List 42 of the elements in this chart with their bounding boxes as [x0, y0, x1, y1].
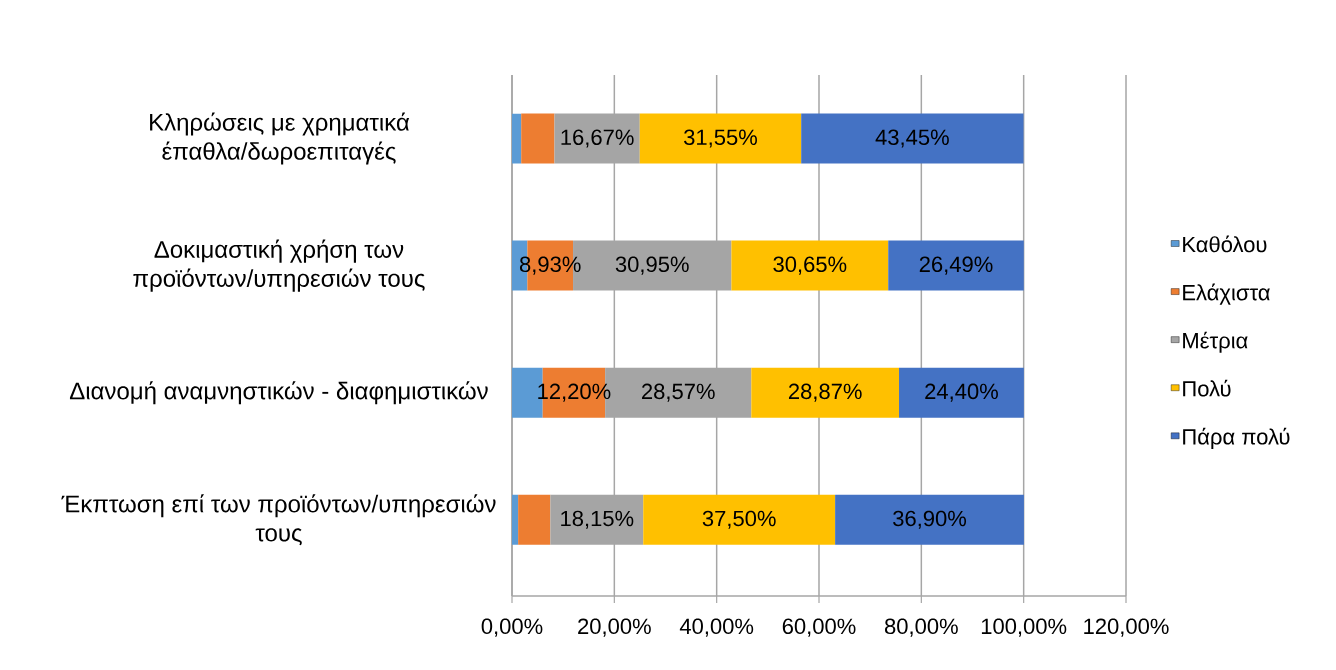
x-tick-label: 60,00% [782, 618, 856, 637]
data-label: 30,65% [773, 256, 847, 275]
bar [512, 113, 522, 164]
bar [835, 494, 1024, 545]
x-tick-label: 40,00% [679, 618, 754, 637]
data-label: 43,45% [875, 129, 949, 148]
x-tick-label: 80,00% [884, 618, 958, 637]
data-label: 28,57% [642, 383, 715, 402]
bar [899, 367, 1024, 418]
bar [550, 494, 644, 545]
bar [512, 494, 519, 545]
data-label: 31,55% [684, 129, 757, 148]
data-label: 30,95% [615, 256, 689, 275]
data-label: 28,87% [788, 383, 862, 402]
x-tick-label: 120,00% [1084, 618, 1169, 637]
y-tick-label: Έκπτωση επί των προϊόντων/υπηρεσιών τους [61, 494, 496, 546]
bar [521, 113, 555, 164]
x-tick-label: 20,00% [578, 618, 651, 637]
legend-label: Ελάχιστα [1183, 283, 1270, 305]
bar [643, 494, 836, 545]
data-label: 18,15% [561, 510, 634, 529]
x-tick-label: 100,00% [981, 618, 1067, 637]
bar [731, 240, 889, 291]
y-tick-label: Δοκιμαστική χρήση των προϊόντων/υπηρεσιών τους [133, 239, 425, 292]
data-label: 37,50% [702, 510, 776, 529]
legend-label: Πολύ [1183, 379, 1231, 397]
bar [639, 113, 802, 164]
data-label: 36,90% [893, 510, 967, 529]
y-tick-label: Διανομή αναμνηστικών - διαφημιστικών [69, 381, 488, 405]
legend-label: Μέτρια [1183, 331, 1248, 353]
bar [801, 113, 1024, 164]
data-label: 26,49% [919, 256, 993, 275]
legend-label: Καθόλου [1183, 235, 1267, 253]
data-label: 16,67% [561, 129, 634, 148]
bar [751, 367, 900, 418]
legend-label: Πάρα πολύ [1183, 427, 1290, 449]
x-tick-label: 0,00% [481, 618, 543, 637]
data-label: 24,40% [925, 383, 998, 402]
bar [888, 240, 1024, 291]
bar [554, 113, 640, 164]
bar [518, 494, 551, 545]
y-tick-label: Κληρώσεις με χρηματικά έπαθλα/δωροεπιταγές [150, 112, 410, 165]
